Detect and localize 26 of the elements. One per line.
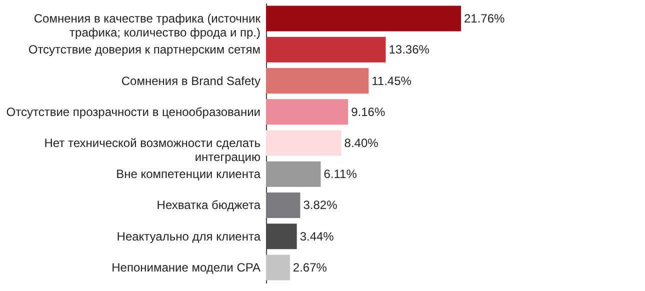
bar	[266, 36, 386, 62]
bar	[266, 99, 348, 125]
data-label: 6.11%	[324, 167, 358, 182]
y-tick-label: Сомнения в качестве трафика (источник трафика; количество фрода и пр.)	[34, 12, 262, 40]
data-label: 9.16%	[351, 104, 386, 119]
data-label: 21.76%	[464, 12, 506, 26]
data-label: 11.45%	[372, 74, 412, 88]
bar	[266, 161, 321, 187]
data-label: 3.82%	[303, 198, 338, 212]
data-label: 13.36%	[388, 42, 430, 57]
data-label: 2.67%	[292, 260, 328, 274]
bar	[266, 68, 369, 94]
bar	[266, 192, 300, 218]
bar	[266, 130, 342, 156]
y-tick-label: Отсутствие прозрачности в ценообразовании	[6, 104, 260, 119]
y-tick-label: Неактуально для клиента	[116, 229, 261, 244]
y-tick-label: Отсутствие доверия к партнерским сетям	[28, 42, 260, 57]
y-tick-label: Сомнения в Brand Safety	[121, 74, 260, 88]
y-tick-label: Непонимание модели CPA	[112, 260, 260, 274]
bar	[266, 6, 461, 32]
data-label: 3.44%	[300, 229, 334, 244]
bar	[266, 254, 290, 280]
y-tick-label: Нет технической возможности сделать интеграцию	[44, 136, 260, 164]
y-tick-label: Вне компетенции клиента	[116, 167, 261, 182]
y-tick-label: Нехватка бюджета	[156, 198, 261, 212]
data-label: 8.40%	[344, 136, 379, 150]
